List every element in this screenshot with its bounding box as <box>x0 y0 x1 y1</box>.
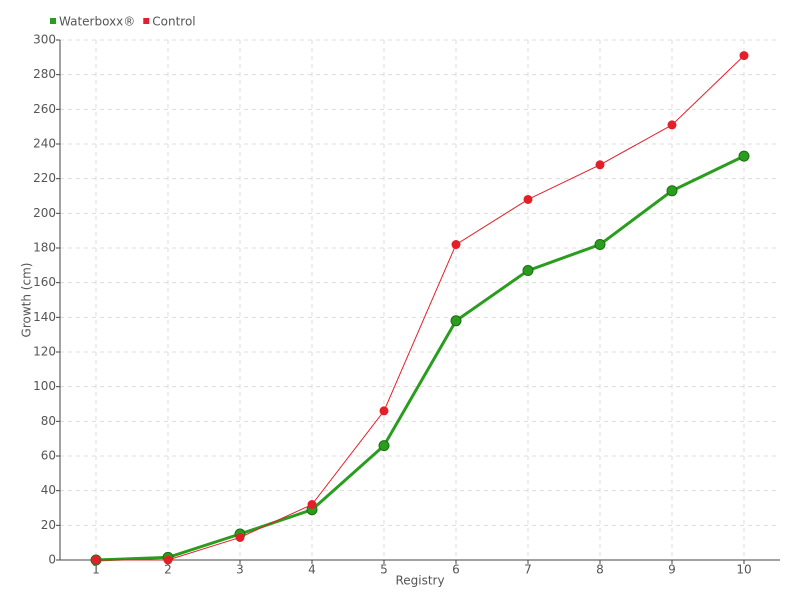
data-point <box>378 440 390 452</box>
y-tick-label: 120 <box>33 345 56 359</box>
x-tick-label: 4 <box>308 563 316 577</box>
data-point <box>595 160 605 170</box>
data-point <box>667 120 677 130</box>
y-tick-label: 260 <box>33 102 56 116</box>
data-point <box>163 555 173 565</box>
x-tick-label: 6 <box>452 563 460 577</box>
x-tick-label: 10 <box>736 563 751 577</box>
y-tick-label: 0 <box>48 553 56 567</box>
data-point <box>666 185 678 197</box>
data-point <box>450 315 462 327</box>
series-line <box>95 154 745 562</box>
legend-swatch <box>143 18 150 24</box>
x-axis-label: Registry <box>395 574 444 588</box>
y-tick-label: 300 <box>33 33 56 47</box>
data-point <box>522 265 534 277</box>
legend-label: Control <box>152 15 195 29</box>
data-point <box>307 500 317 510</box>
y-tick-label: 80 <box>41 414 56 428</box>
y-tick-label: 140 <box>33 310 56 324</box>
x-tick-label: 2 <box>164 563 172 577</box>
data-point <box>523 194 533 204</box>
x-tick-label: 1 <box>92 563 100 577</box>
y-tick-label: 60 <box>41 449 56 463</box>
data-point <box>235 532 245 542</box>
y-tick-label: 160 <box>33 275 56 289</box>
legend-label: Waterboxx® <box>59 15 135 29</box>
x-tick-label: 8 <box>596 563 604 577</box>
y-tick-label: 240 <box>33 137 56 151</box>
data-point <box>91 555 101 565</box>
data-point <box>451 240 461 250</box>
y-tick-label: 220 <box>33 171 56 185</box>
y-tick-label: 200 <box>33 206 56 220</box>
x-tick-label: 9 <box>668 563 676 577</box>
y-tick-label: 280 <box>33 67 56 81</box>
y-tick-label: 100 <box>33 379 56 393</box>
data-point <box>738 150 750 162</box>
x-tick-label: 3 <box>236 563 244 577</box>
y-tick-label: 180 <box>33 241 56 255</box>
data-point <box>594 239 606 251</box>
data-point <box>739 51 749 61</box>
y-axis-label: Growth (cm) <box>20 263 34 338</box>
series-line <box>96 55 745 561</box>
y-tick-label: 20 <box>41 518 56 532</box>
data-point <box>379 406 389 416</box>
legend-swatch <box>50 18 56 24</box>
x-tick-label: 7 <box>524 563 532 577</box>
y-tick-label: 40 <box>41 483 56 497</box>
x-tick-label: 5 <box>380 563 388 577</box>
